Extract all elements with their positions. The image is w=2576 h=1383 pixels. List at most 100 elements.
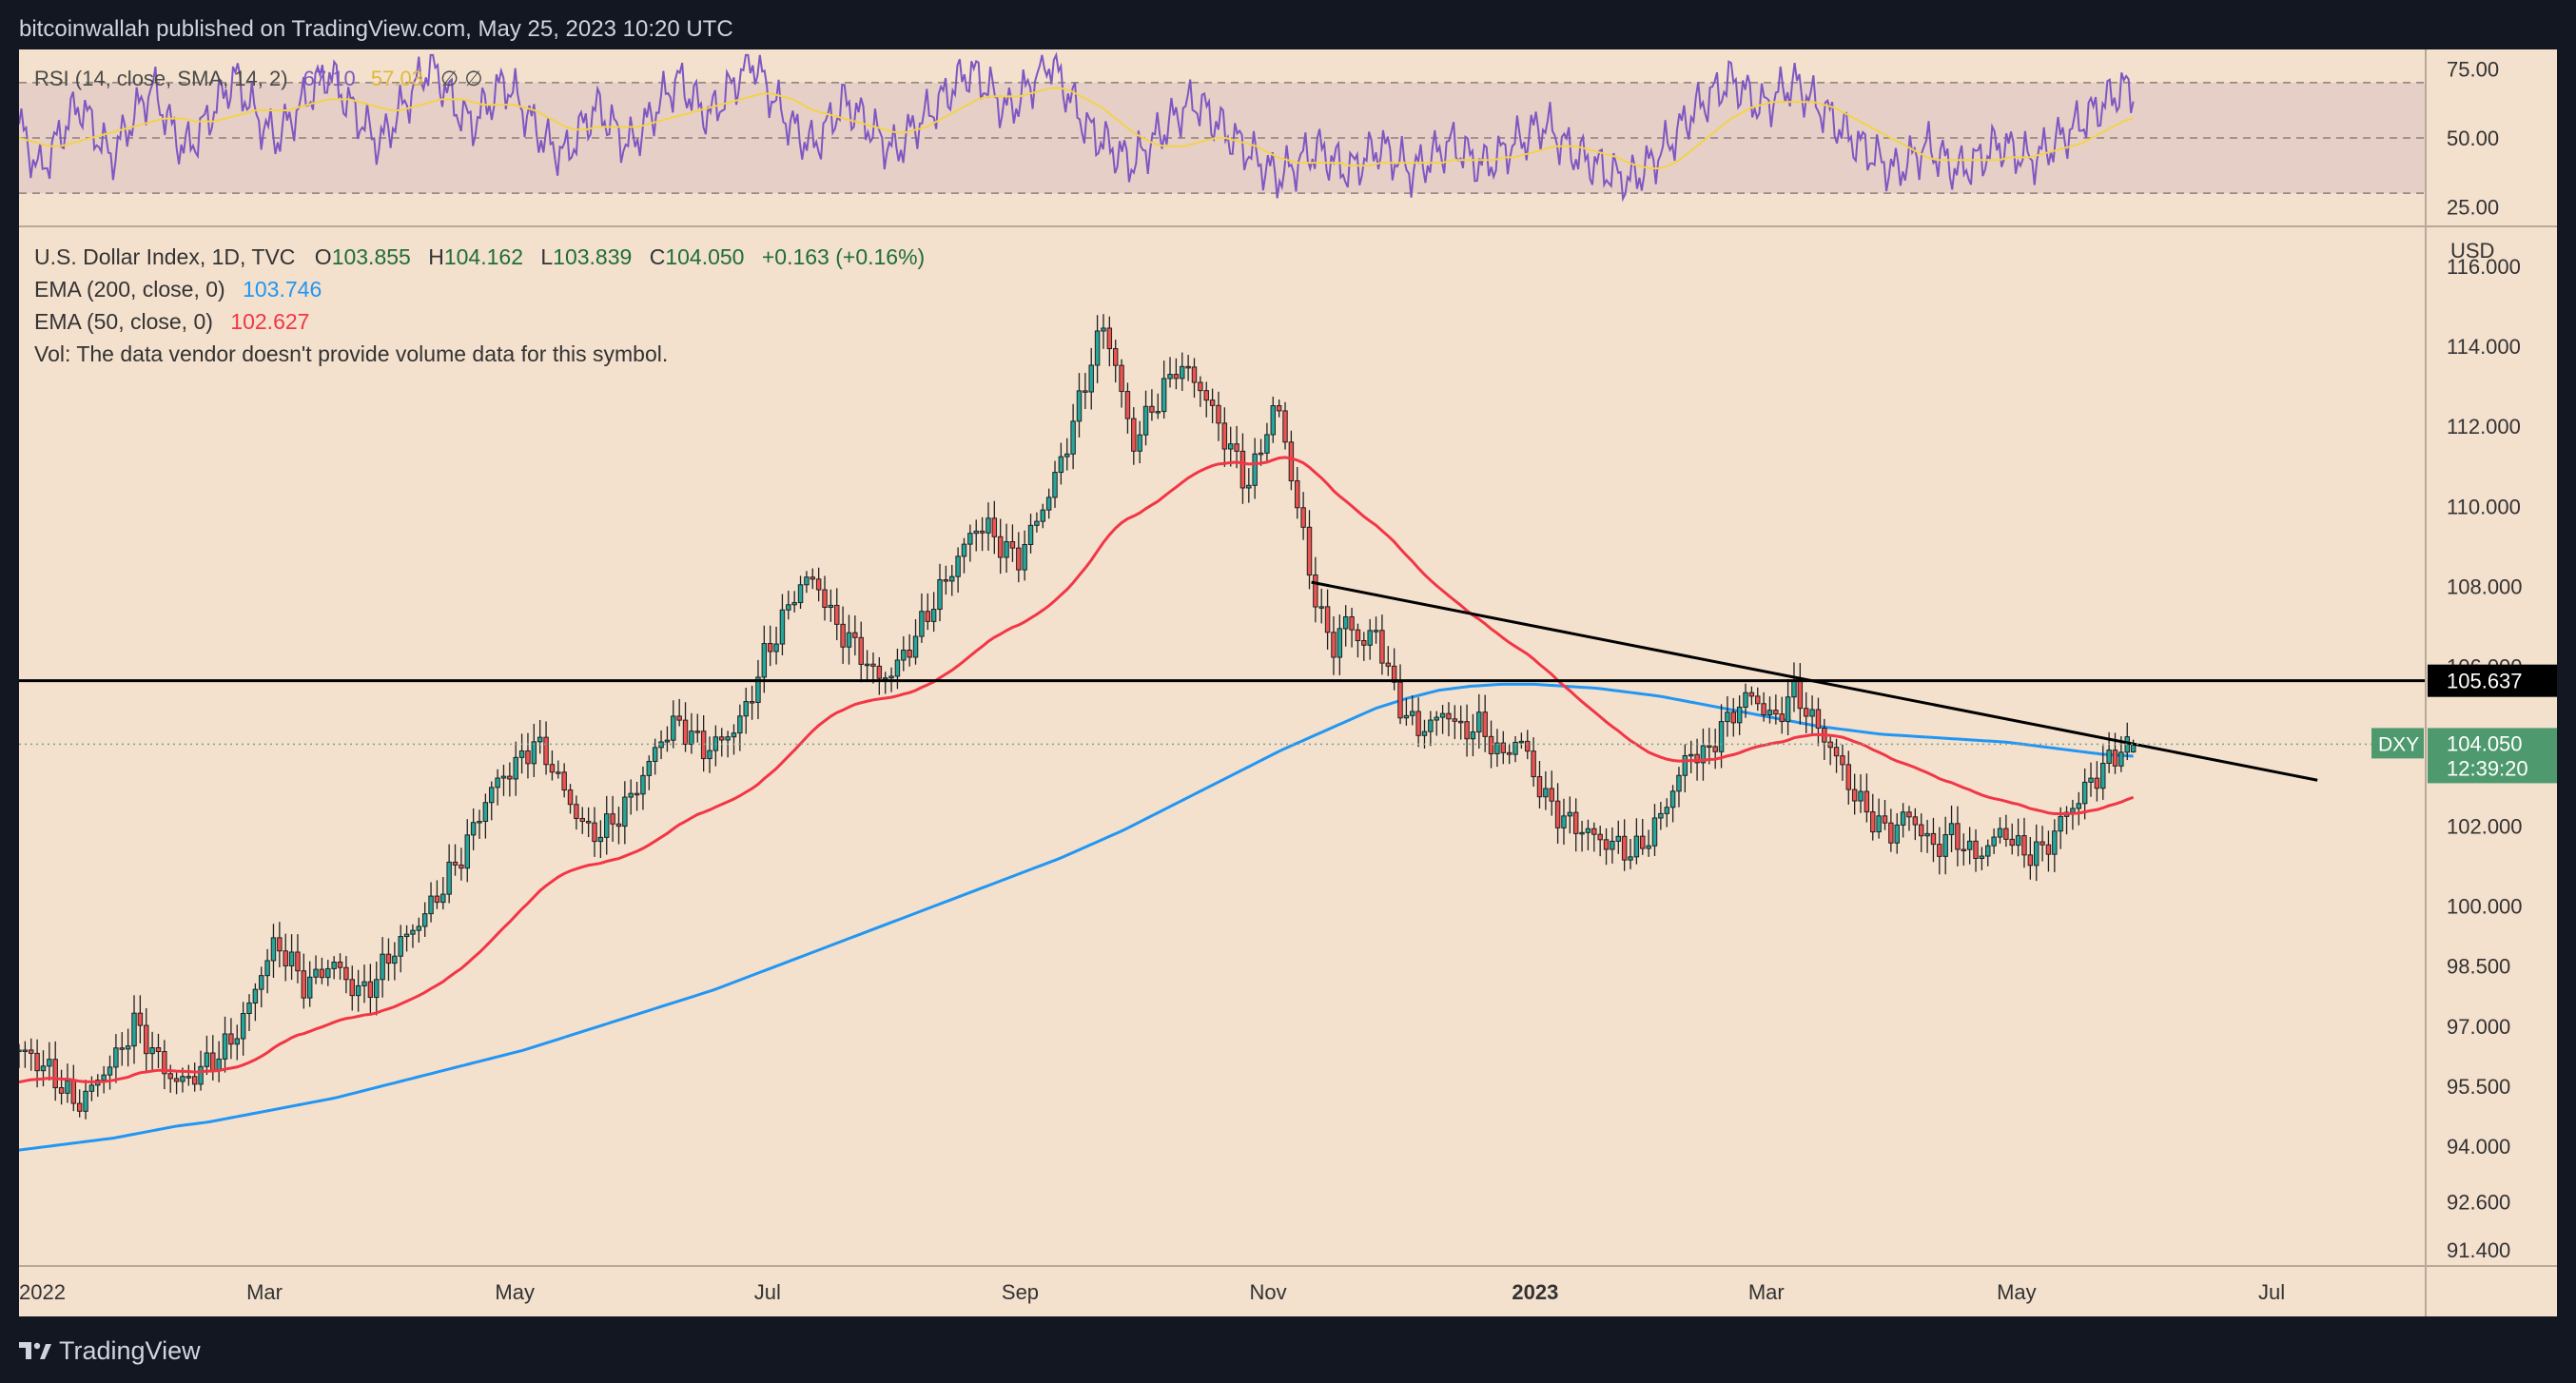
candle-body: [537, 736, 543, 743]
candle: [470, 808, 477, 850]
candle: [652, 738, 658, 775]
candle: [1282, 401, 1288, 450]
candle: [518, 733, 525, 774]
candle-body: [834, 604, 840, 625]
candle-body: [1942, 834, 1948, 857]
candle: [1506, 743, 1512, 765]
candle: [1937, 827, 1942, 875]
candle-body: [622, 796, 628, 828]
candle: [1137, 420, 1142, 464]
price-tick-label: 108.000: [2447, 575, 2523, 598]
candle: [246, 994, 252, 1031]
candle: [1227, 426, 1234, 467]
last-price-value: 104.050: [2447, 731, 2523, 755]
candle-body: [852, 632, 858, 638]
published-by-header: bitcoinwallah published on TradingView.c…: [19, 16, 733, 42]
candle: [525, 732, 531, 779]
candle-body: [410, 929, 416, 935]
candle: [495, 769, 500, 806]
candle-body: [331, 961, 337, 969]
change-value: +0.163 (+0.16%): [762, 244, 925, 269]
candle-body: [604, 813, 610, 838]
candle: [912, 619, 919, 665]
tradingview-footer[interactable]: TradingView: [19, 1332, 201, 1370]
candle: [1221, 407, 1228, 467]
chart-area[interactable]: 75.00 50.00 25.00 116.000 114.000 112.000 110.…: [16, 49, 2557, 1316]
candle: [1567, 796, 1573, 834]
candle: [991, 500, 998, 555]
candle: [901, 635, 907, 672]
candle: [1403, 698, 1410, 726]
candle: [1246, 468, 1252, 503]
candle-body: [676, 715, 682, 721]
candle: [1973, 828, 1979, 872]
candle: [416, 917, 422, 943]
candle: [264, 948, 270, 994]
candle-body: [1966, 840, 1973, 850]
candle: [773, 626, 779, 665]
candle-body: [628, 792, 634, 798]
candle: [222, 1016, 228, 1073]
candle: [1561, 798, 1567, 846]
candle: [252, 983, 259, 1022]
candle-body: [2033, 841, 2039, 867]
symbol-tag: [2371, 728, 2424, 759]
candle: [1070, 403, 1076, 470]
candle-body: [1397, 681, 1403, 719]
candle: [1888, 808, 1894, 852]
candle: [579, 807, 585, 834]
candle-body: [682, 719, 689, 745]
candle: [2094, 761, 2100, 802]
candle: [1216, 391, 1221, 441]
candle: [1572, 798, 1579, 852]
candle: [1985, 839, 1991, 867]
candle: [1712, 729, 1718, 769]
candle: [585, 807, 592, 838]
candle: [1264, 422, 1270, 464]
candle: [1476, 693, 1482, 750]
candle-body: [1979, 855, 1985, 859]
candle: [1009, 524, 1016, 562]
candle: [1743, 683, 1748, 718]
candle-body: [1379, 630, 1385, 664]
candle-body: [652, 747, 658, 762]
candle: [1252, 438, 1258, 499]
candle-body: [1040, 509, 1045, 522]
candle: [1094, 315, 1101, 383]
candle: [682, 702, 689, 752]
candle: [1161, 360, 1167, 419]
candle-body: [1142, 405, 1149, 436]
candle-body: [1155, 411, 1161, 414]
candle: [973, 519, 979, 552]
candle: [1669, 785, 1676, 823]
candle: [1052, 460, 1058, 508]
candle-body: [2118, 751, 2124, 767]
candle: [1900, 803, 1906, 838]
candle: [610, 795, 615, 842]
candle: [1882, 799, 1888, 830]
candle: [1955, 806, 1961, 867]
candle: [797, 575, 804, 610]
candle: [1391, 648, 1397, 691]
candle-body: [1773, 710, 1779, 715]
candle-body: [1282, 410, 1288, 443]
candle: [1621, 819, 1628, 871]
candle-body: [1276, 405, 1282, 412]
candle: [40, 1050, 47, 1087]
candle-body: [707, 750, 712, 760]
close-value: 104.050: [665, 244, 744, 269]
chart-svg[interactable]: 75.00 50.00 25.00 116.000 114.000 112.000 110.…: [16, 49, 2557, 1316]
candle-body: [1421, 730, 1428, 736]
candle-body: [191, 1076, 198, 1085]
candle: [1239, 433, 1246, 504]
candle: [259, 966, 264, 1008]
candle-body: [1476, 711, 1482, 733]
candle-body: [374, 979, 380, 999]
candle: [1725, 695, 1730, 737]
candle: [149, 1031, 155, 1071]
candle: [1439, 705, 1446, 734]
candle-body: [1845, 764, 1852, 790]
candle: [1337, 614, 1343, 675]
candle: [1027, 514, 1034, 554]
candle: [1064, 438, 1070, 471]
